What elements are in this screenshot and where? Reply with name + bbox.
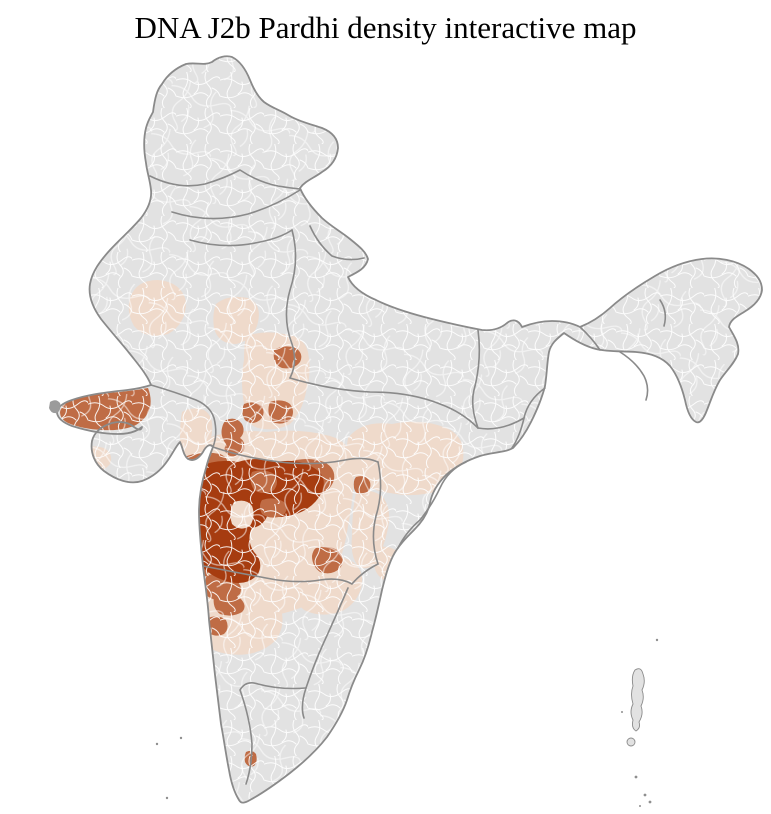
page-title: DNA J2b Pardhi density interactive map [134, 10, 637, 45]
country-outline [56, 55, 763, 804]
state-boundaries [149, 169, 667, 785]
andaman-nicobar-islands[interactable] [626, 668, 645, 747]
island-specks-southeast [621, 638, 659, 807]
district-boundary-mesh [57, 56, 762, 803]
lakshadweep-islands [155, 736, 183, 800]
delta-marsh-patch [534, 438, 554, 454]
west-coast-islet [49, 400, 61, 414]
